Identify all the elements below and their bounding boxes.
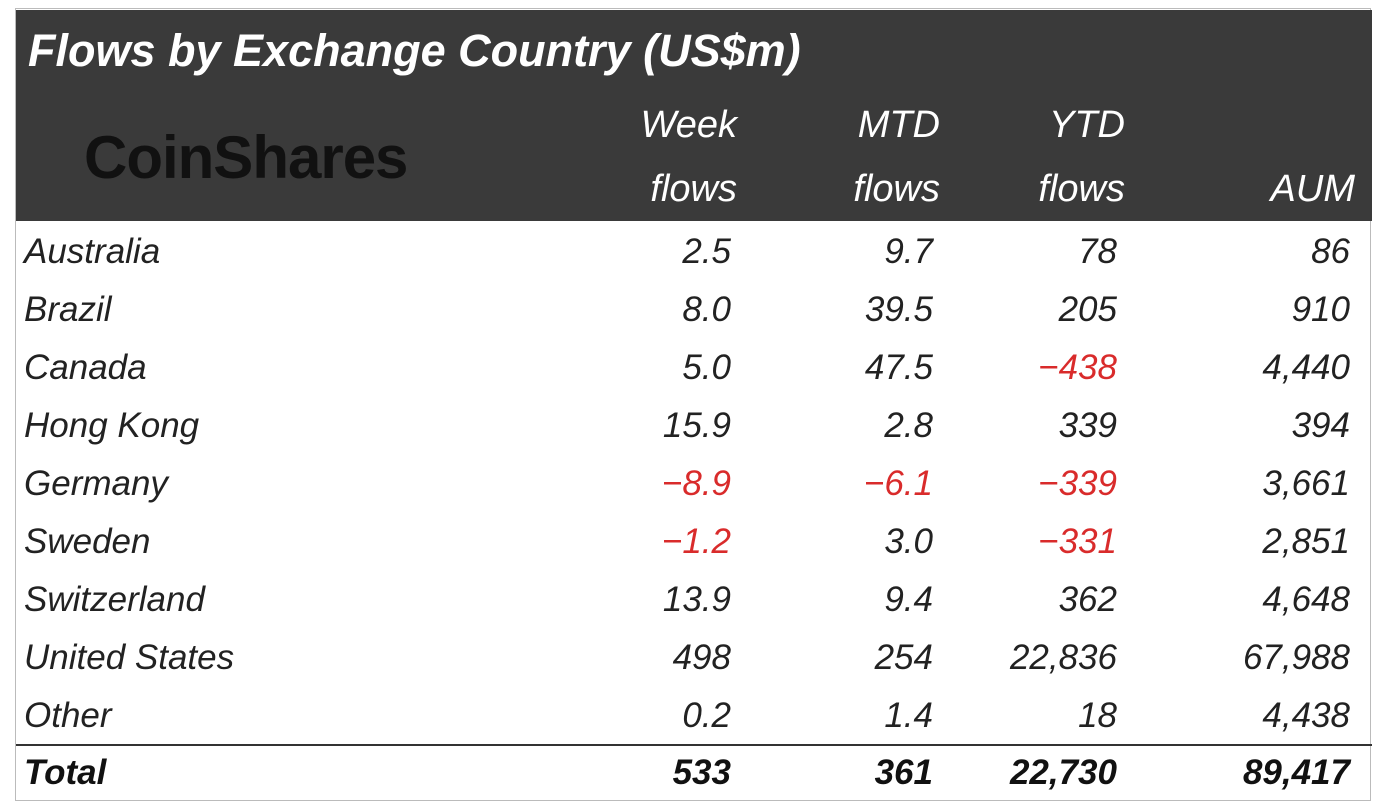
cell: −1.2 [661,522,731,561]
cell: 22,730 [1009,753,1117,792]
cell: 22,836 [1009,638,1117,677]
cell: 47.5 [864,348,933,387]
cell: 89,417 [1242,753,1350,792]
column-header: MTD [857,104,940,146]
cell: 4,438 [1262,696,1350,735]
header-bar [16,10,1372,221]
cell: 0.2 [682,696,731,735]
frame [15,8,1371,801]
cell: −438 [1038,348,1117,387]
row-label: Switzerland [24,580,205,619]
row-label: Sweden [24,522,151,561]
row-label: Germany [24,464,168,503]
cell: 15.9 [662,406,731,445]
cell: 86 [1311,232,1350,271]
cell: 362 [1058,580,1117,619]
cell: 2.8 [884,406,933,445]
cell: 67,988 [1242,638,1350,677]
cell: 3.0 [884,522,933,561]
column-header: flows [853,168,940,210]
cell: 13.9 [662,580,731,619]
total-rule [16,744,1372,746]
column-header: AUM [1270,168,1355,210]
cell: 1.4 [884,696,933,735]
cell: 39.5 [864,290,933,329]
cell: 339 [1058,406,1117,445]
cell: 394 [1291,406,1350,445]
cell: 205 [1058,290,1117,329]
cell: 2.5 [682,232,731,271]
column-header: flows [650,168,737,210]
cell: 2,851 [1262,522,1350,561]
row-label: United States [24,638,235,677]
cell: 9.4 [884,580,933,619]
cell: 254 [874,638,933,677]
cell: 533 [672,753,731,792]
cell: 4,440 [1262,348,1350,387]
row-label: Other [24,696,112,735]
row-label: Canada [24,348,147,387]
row-label: Hong Kong [24,406,200,445]
column-header: YTD [1049,104,1125,146]
cell: 78 [1078,232,1117,271]
column-header: flows [1038,168,1125,210]
cell: 18 [1078,696,1117,735]
row-label: Australia [24,232,161,271]
cell: −331 [1038,522,1117,561]
cell: 9.7 [884,232,933,271]
cell: 8.0 [682,290,731,329]
column-header: Week [640,104,737,146]
title: Flows by Exchange Country (US$m) [28,25,801,76]
cell: 4,648 [1262,580,1350,619]
cell: 5.0 [682,348,731,387]
row-label: Total [24,753,107,792]
cell: 3,661 [1262,464,1350,503]
cell: −8.9 [661,464,731,503]
cell: 498 [672,638,731,677]
row-label: Brazil [24,290,112,329]
logo: CoinShares [84,124,408,191]
cell: 910 [1291,290,1350,329]
cell: −6.1 [863,464,933,503]
cell: 361 [874,753,933,792]
cell: −339 [1038,464,1117,503]
